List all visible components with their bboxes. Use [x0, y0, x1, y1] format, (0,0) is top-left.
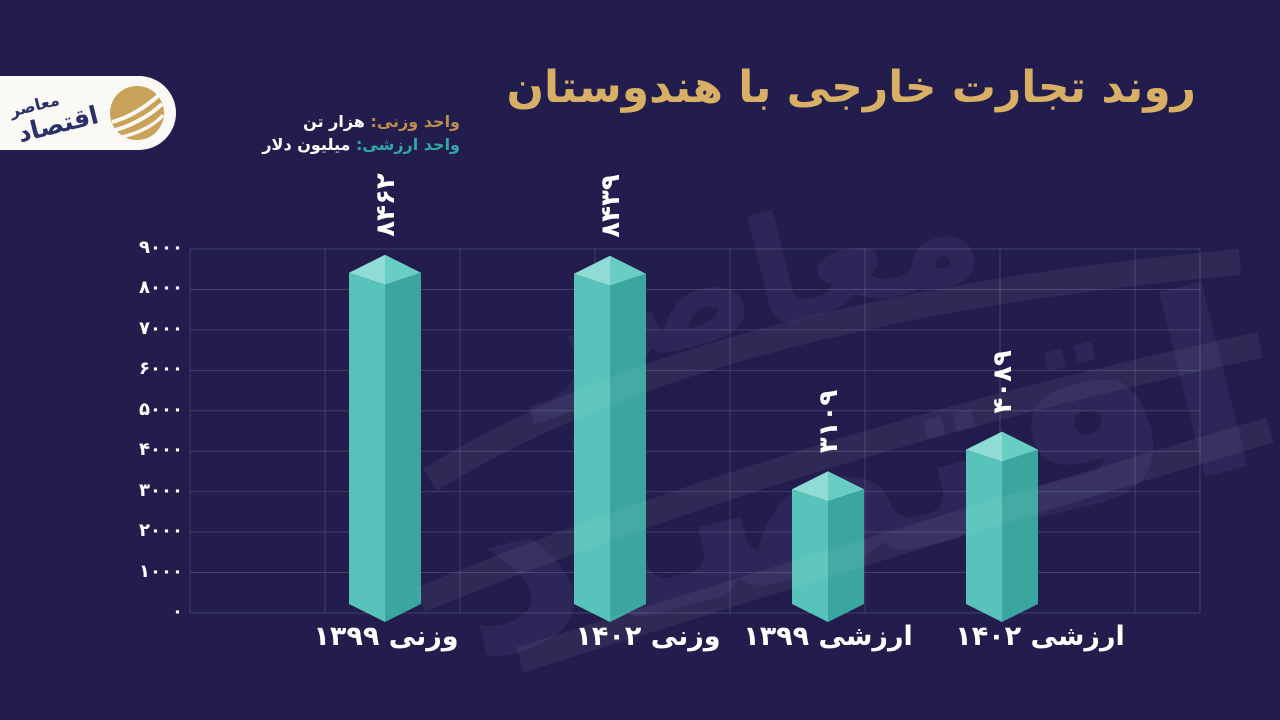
- x-category-label: ارزشی ۱۴۰۲: [955, 621, 1125, 652]
- y-tick-label: ۰: [172, 601, 183, 622]
- bar: [349, 254, 421, 622]
- unit-legend: واحد وزنی: هزار تن واحد ارزشی: میلیون دل…: [262, 110, 460, 156]
- bar-left-face: [792, 489, 828, 622]
- bar: [966, 431, 1038, 622]
- bar-right-face: [610, 273, 646, 622]
- bar-top-right-face: [1002, 431, 1038, 462]
- bar: [792, 471, 864, 622]
- bar-top-left-face: [792, 471, 828, 502]
- y-tick-label: ۹۰۰۰: [139, 237, 183, 258]
- bar-value-labels: ۸۴۶۲ ۸۴۳۹ ۳۱۰۹ ۴۰۸۹: [371, 173, 1018, 453]
- y-tick-label: ۸۰۰۰: [139, 277, 183, 299]
- bar-right-face: [1002, 449, 1038, 622]
- bar-top-right-face: [385, 254, 421, 285]
- weight-unit-label: واحد وزنی:: [370, 112, 460, 131]
- bars: [349, 254, 1038, 622]
- y-tick-label: ۵۰۰۰: [139, 398, 183, 420]
- bar-left-face: [349, 272, 385, 622]
- y-tick-label: ۶۰۰۰: [139, 358, 183, 380]
- bar-value-label: ۳۱۰۹: [814, 390, 844, 454]
- bar-left-face: [574, 273, 610, 622]
- bar-top-right-face: [828, 471, 864, 502]
- weight-unit-line: واحد وزنی: هزار تن: [262, 110, 460, 133]
- bar-value-label: ۸۴۶۲: [371, 173, 401, 237]
- brand-logo-graphic: معاصر اقتصاد: [7, 86, 165, 148]
- y-tick-label: ۲۰۰۰: [139, 520, 183, 542]
- y-tick-label: ۳۰۰۰: [139, 479, 183, 501]
- chart-title: روند تجارت خارجی با هندوستان: [506, 62, 1197, 113]
- weight-unit-value: هزار تن: [303, 112, 365, 131]
- bar-left-face: [966, 449, 1002, 622]
- x-category-label: ارزشی ۱۳۹۹: [743, 621, 913, 652]
- bar-right-face: [828, 489, 864, 622]
- bar-top-left-face: [966, 431, 1002, 462]
- value-unit-value: میلیون دلار: [262, 135, 351, 154]
- bar-top-left-face: [574, 255, 610, 286]
- brand-logo: معاصر اقتصاد: [0, 76, 176, 150]
- globe-swirl-icon: [110, 86, 165, 140]
- y-tick-label: ۴۰۰۰: [139, 439, 183, 461]
- bar-value-label: ۴۰۸۹: [988, 350, 1018, 414]
- x-category-label: وزنی ۱۴۰۲: [575, 621, 721, 652]
- value-unit-label: واحد ارزشی:: [356, 135, 460, 154]
- bar-value-label: ۸۴۳۹: [596, 174, 626, 238]
- y-tick-label: ۱۰۰۰: [139, 560, 183, 582]
- watermark-swirl: [415, 249, 1274, 673]
- brand-logo-text: معاصر اقتصاد: [7, 90, 101, 148]
- x-category-label: وزنی ۱۳۹۹: [313, 621, 459, 652]
- bar-top-left-face: [349, 254, 385, 285]
- bar: [574, 255, 646, 622]
- y-tick-label: ۷۰۰۰: [139, 317, 183, 339]
- bar-right-face: [385, 272, 421, 622]
- value-unit-line: واحد ارزشی: میلیون دلار: [262, 133, 460, 156]
- bar-top-right-face: [610, 255, 646, 286]
